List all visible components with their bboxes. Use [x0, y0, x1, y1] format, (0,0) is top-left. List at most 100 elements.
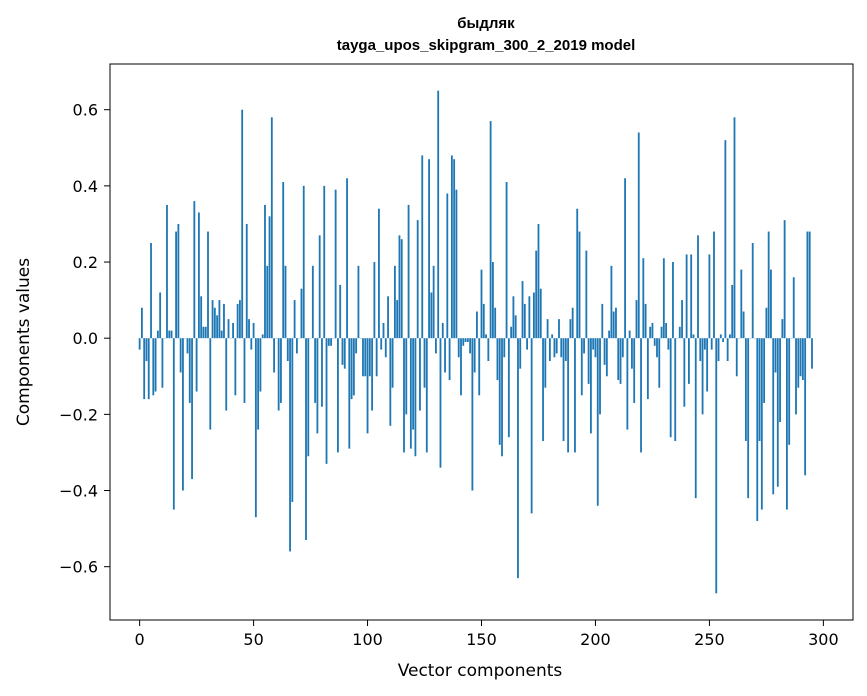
bar [797, 338, 800, 388]
bar [644, 303, 647, 339]
bar [646, 338, 649, 400]
bar [703, 338, 706, 350]
bar [804, 338, 807, 476]
bar [375, 338, 378, 377]
x-tick-label: 150 [466, 630, 497, 649]
bar [270, 117, 273, 339]
bar [491, 262, 494, 339]
bar [220, 330, 223, 339]
bar [539, 288, 542, 339]
bar [567, 338, 570, 453]
bar [621, 338, 624, 358]
bar [195, 338, 198, 392]
bar [305, 338, 307, 541]
bar [494, 307, 497, 339]
bar [592, 338, 595, 350]
bar [637, 132, 640, 339]
x-axis-label: Vector components [398, 661, 563, 681]
bar [747, 338, 750, 499]
bar [421, 155, 424, 339]
bar [760, 338, 763, 510]
bar [339, 284, 342, 339]
bar [302, 185, 305, 339]
bar [510, 326, 513, 339]
bar [147, 338, 150, 400]
bar [763, 338, 766, 403]
bar [393, 265, 396, 339]
bar [460, 338, 462, 396]
bar [213, 307, 216, 339]
bar [799, 338, 802, 377]
bar [558, 319, 560, 339]
bar [526, 338, 528, 350]
bar [300, 288, 303, 339]
bar [501, 338, 503, 457]
bar [617, 338, 620, 381]
bar [172, 338, 175, 510]
bar [252, 322, 255, 339]
bar [692, 334, 695, 339]
bar [517, 338, 519, 579]
bar [453, 159, 456, 339]
bar [653, 338, 656, 346]
bar [608, 330, 611, 339]
y-axis-label: Components values [14, 258, 34, 426]
bar [218, 300, 221, 339]
bar [266, 265, 269, 339]
bar [544, 338, 547, 388]
bar [744, 338, 747, 442]
bar [188, 338, 191, 403]
bar [770, 269, 772, 339]
bar [159, 292, 162, 339]
bar [640, 338, 642, 453]
y-tick-label: 0.2 [73, 253, 98, 272]
bar [435, 338, 437, 354]
bar [574, 338, 576, 453]
x-tick-label: 300 [808, 630, 839, 649]
bar [651, 322, 654, 339]
bar [154, 338, 157, 392]
bar [318, 235, 321, 339]
bar [284, 265, 287, 339]
bar [740, 269, 743, 339]
bar [216, 315, 219, 339]
bar [177, 223, 180, 339]
bar [729, 334, 731, 339]
bar [175, 231, 178, 339]
bar [628, 330, 631, 339]
bar [576, 208, 579, 339]
bar [193, 201, 196, 339]
bar [619, 338, 622, 384]
bar [587, 338, 590, 384]
bar [626, 338, 629, 430]
bar [808, 231, 811, 339]
bar [446, 193, 449, 339]
bar [801, 338, 804, 381]
bar [758, 338, 761, 442]
bar [612, 311, 615, 339]
bar [273, 338, 276, 373]
bar [599, 338, 601, 415]
bar [633, 338, 636, 403]
bar [694, 338, 697, 499]
x-tick-label: 250 [694, 630, 725, 649]
bar [280, 338, 282, 403]
bar [631, 338, 633, 369]
bar [469, 338, 472, 354]
bar [772, 338, 775, 495]
bar [398, 235, 401, 339]
bar [227, 319, 230, 339]
bar [569, 319, 572, 339]
bar [649, 326, 652, 339]
bar [293, 300, 296, 339]
bar [264, 204, 266, 339]
bar [678, 326, 681, 339]
bar [767, 231, 770, 339]
bar [498, 338, 501, 445]
bar [580, 338, 583, 396]
bar [450, 155, 453, 339]
bar [783, 220, 786, 339]
bar [806, 231, 809, 339]
axis-ticks: 0 50 100 150 200 250 300 −0.6 −0.4 −0.2 0.0 0.2 0.4 0… [59, 101, 839, 649]
bar [403, 338, 405, 453]
